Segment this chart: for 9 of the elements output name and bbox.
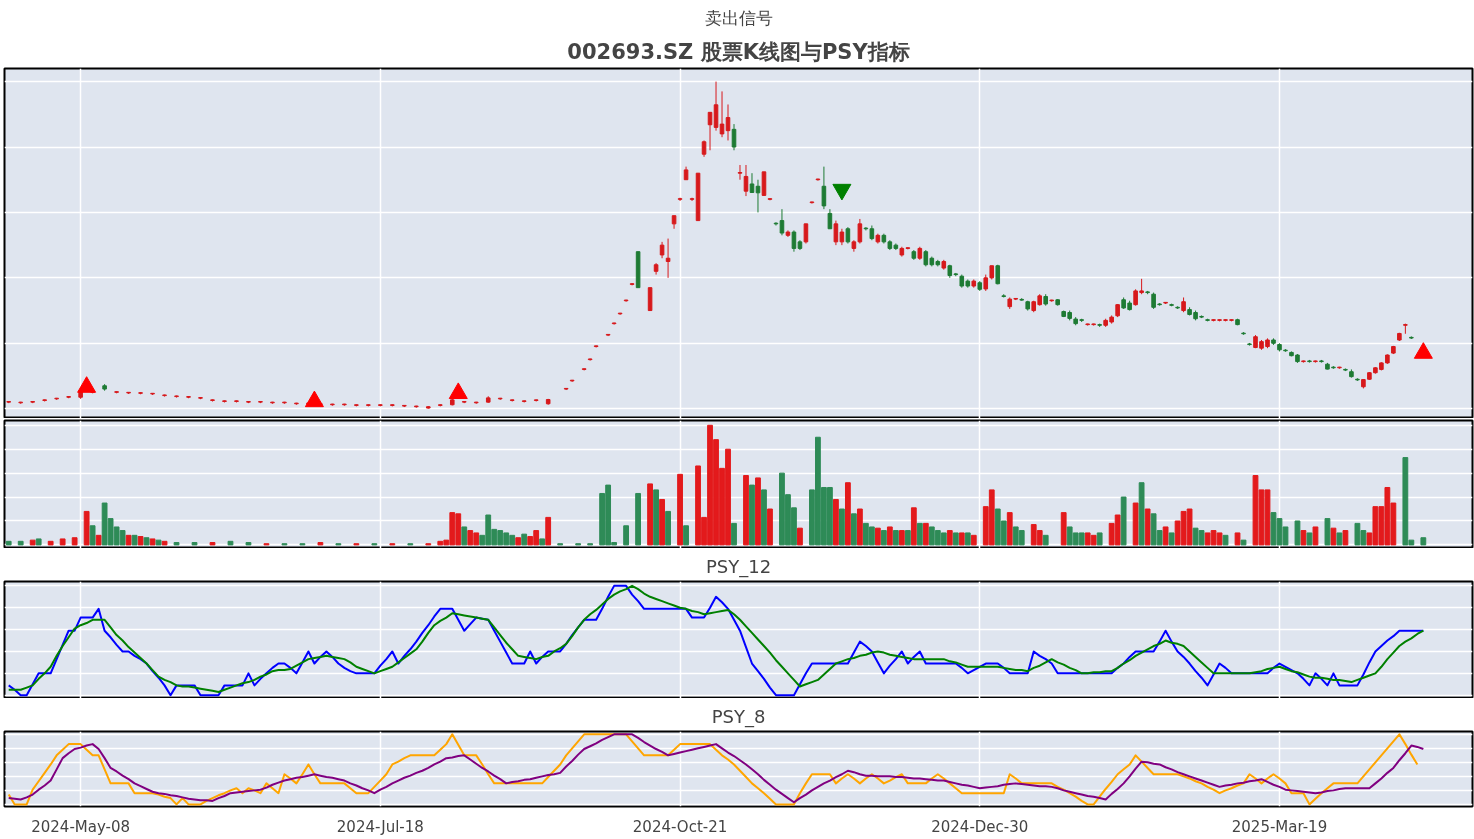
chart-title: PSY_8 — [711, 705, 766, 728]
x-tick-label: 2024-May-08 — [31, 817, 131, 836]
x-tick-label: 2024-Jul-18 — [336, 817, 424, 836]
x-tick-label: 2024-Oct-21 — [632, 817, 728, 836]
x-tick-label: 2025-Mar-19 — [1231, 817, 1328, 836]
chart-subtitle: 卖出信号 — [704, 7, 773, 28]
x-tick-label: 2024-Dec-30 — [931, 817, 1029, 836]
chart-title: 002693.SZ 股票K线图与PSY指标 — [567, 39, 910, 64]
chart-title: PSY_12 — [705, 555, 772, 578]
